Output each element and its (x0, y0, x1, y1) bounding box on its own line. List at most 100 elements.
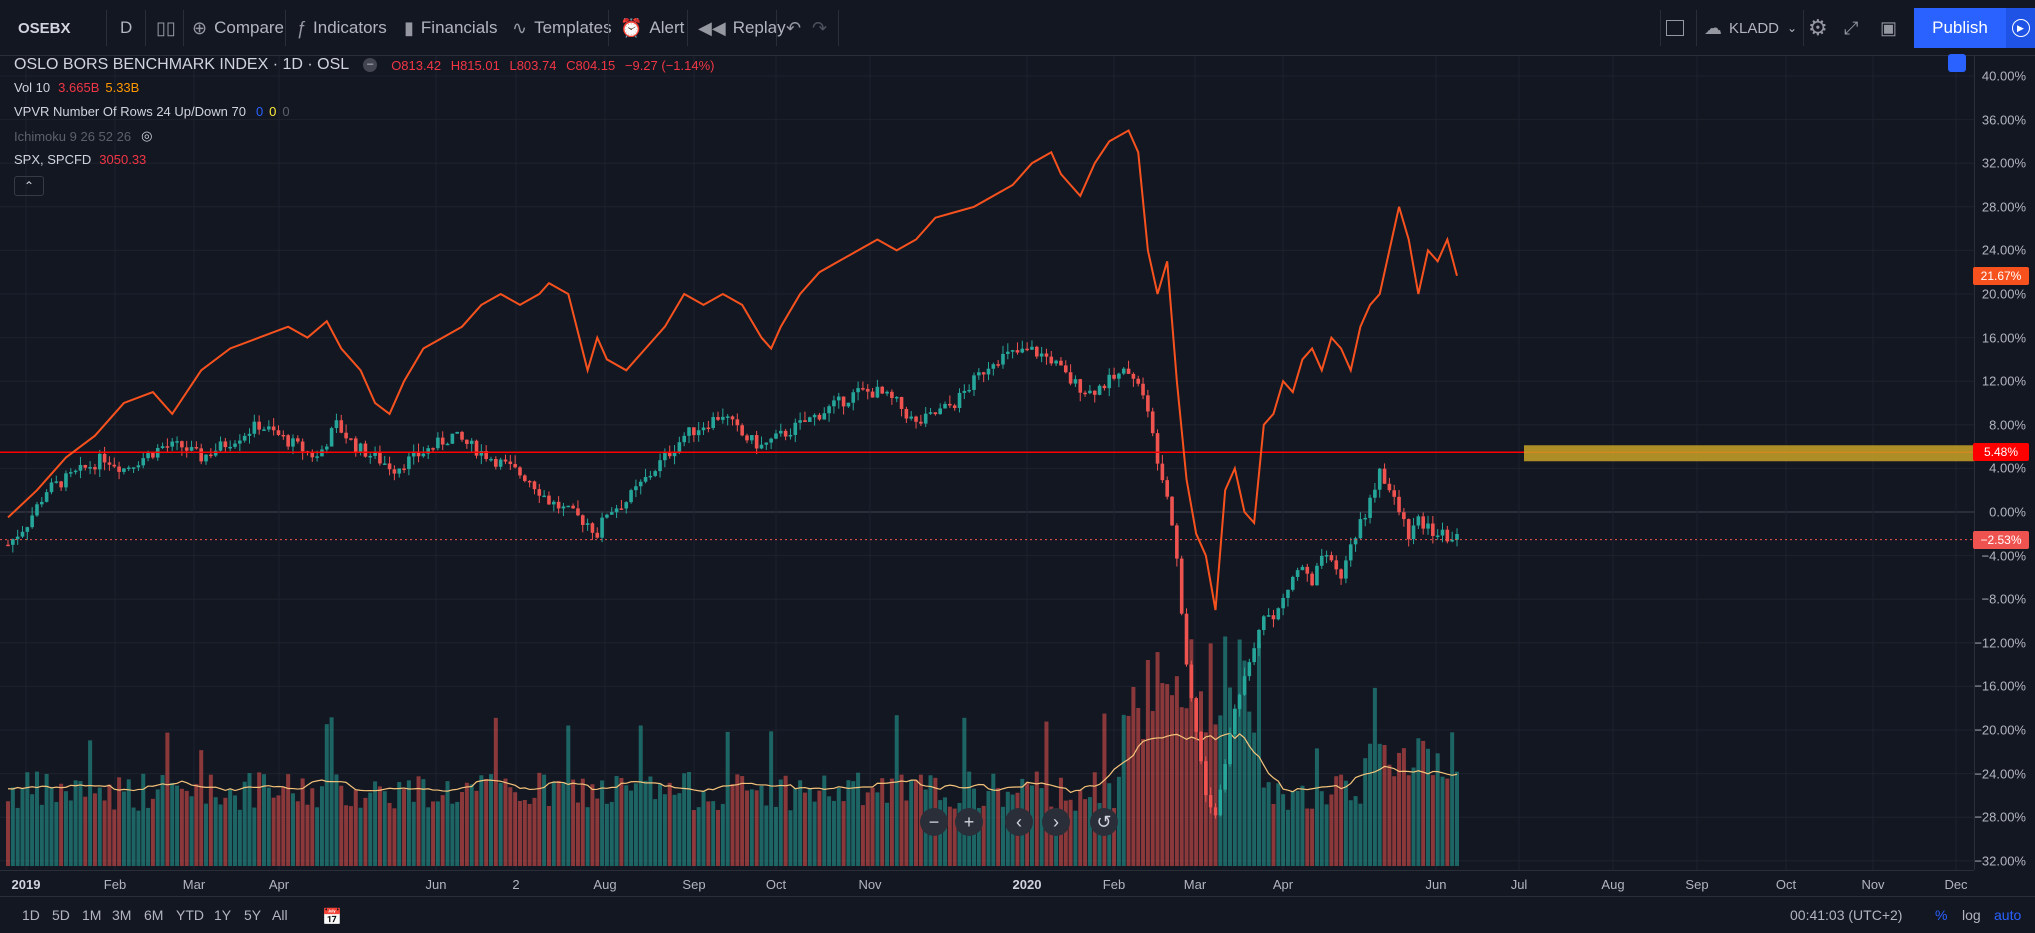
volume-bar (1276, 783, 1281, 866)
candle-body (812, 414, 817, 418)
fullscreen-button[interactable]: ⤢ (1844, 8, 1865, 48)
range-button[interactable]: 6M (144, 907, 164, 923)
range-button[interactable]: 1M (82, 907, 102, 923)
volume-bar (1305, 808, 1310, 866)
range-button[interactable]: 3M (112, 907, 132, 923)
undo-icon: ↶ (786, 17, 802, 38)
undo-button[interactable]: ↶ (786, 8, 808, 48)
candle-body (783, 430, 788, 437)
spx-legend[interactable]: SPX, SPCFD 3050.33 (14, 152, 146, 167)
candle-body (957, 392, 962, 408)
volume-bar (1392, 776, 1397, 866)
candle-body (421, 453, 426, 457)
candle-body (1044, 353, 1049, 357)
candle-body (706, 427, 711, 430)
candle-body (880, 386, 885, 394)
candle-body (170, 441, 175, 447)
range-button[interactable]: 1D (22, 907, 40, 923)
date-range-icon[interactable]: 📅 (322, 909, 342, 926)
candle-body (204, 454, 208, 462)
scroll-left-button[interactable]: ‹ (1005, 808, 1033, 836)
candle-body (1252, 648, 1256, 663)
range-button[interactable]: YTD (176, 907, 204, 923)
volume-bar (513, 792, 518, 866)
vpvr-legend[interactable]: VPVR Number Of Rows 24 Up/Down 70 0 0 0 (14, 104, 290, 119)
range-button[interactable]: 1Y (214, 907, 232, 923)
candle-body (658, 460, 662, 472)
main-series-legend[interactable]: OSLO BORS BENCHMARK INDEX · 1D · OSL – O… (14, 56, 721, 74)
volume-bar (266, 787, 271, 866)
select-layout-button[interactable] (1666, 8, 1684, 48)
ichimoku-legend[interactable]: Ichimoku 9 26 52 26 ◎ (14, 128, 152, 144)
candle-body (1150, 411, 1155, 434)
chart-type-button[interactable]: ▯▯ (156, 8, 183, 48)
range-button[interactable]: 5Y (244, 907, 262, 923)
log-scale-toggle[interactable]: log (1962, 907, 1981, 923)
candle-body (798, 420, 802, 423)
candle-body (165, 446, 170, 448)
volume-bar (1266, 782, 1271, 866)
reset-chart-button[interactable]: ↺ (1090, 808, 1118, 836)
ichimoku-label: Ichimoku 9 26 52 26 (14, 128, 132, 144)
percent-scale-toggle[interactable]: % (1935, 907, 1948, 923)
price-chart[interactable] (0, 56, 1974, 870)
replay-label: Replay (732, 18, 786, 37)
candle-body (392, 469, 397, 474)
candle-body (180, 441, 184, 448)
volume-bar (865, 792, 870, 866)
camera-icon: ▣ (1880, 17, 1898, 38)
range-button[interactable]: All (272, 907, 288, 923)
financials-button[interactable]: ▮ Financials (404, 8, 497, 48)
x-tick-label: 2019 (11, 877, 41, 892)
candle-body (68, 472, 73, 474)
candle-body (740, 425, 744, 436)
candle-body (431, 448, 435, 450)
settings-button[interactable]: ⚙ (1808, 8, 1835, 48)
zoom-out-button[interactable]: − (920, 808, 948, 836)
publish-button[interactable]: Publish (1914, 8, 2006, 48)
candle-body (1083, 392, 1087, 395)
range-button[interactable]: 5D (52, 907, 70, 923)
alert-button[interactable]: ⏰ Alert (620, 8, 684, 48)
auto-scale-toggle[interactable]: auto (1994, 907, 2022, 923)
candle-body (1368, 497, 1372, 518)
templates-button[interactable]: ∿ Templates (512, 8, 612, 48)
fullscreen-icon: ⤢ (1844, 17, 1859, 38)
volume-bar (382, 791, 387, 866)
interval-button[interactable]: D (120, 18, 133, 37)
snapshot-button[interactable]: ▣ (1880, 8, 1904, 48)
symbol-search-button[interactable]: OSEBX (18, 19, 71, 37)
clock-display[interactable]: 00:41:03 (UTC+2) (1790, 907, 1903, 923)
volume-bar (1145, 660, 1150, 866)
replay-button[interactable]: ◀◀ Replay (698, 8, 786, 48)
volume-bar (595, 798, 600, 866)
object-tree-icon[interactable] (1948, 54, 1966, 72)
play-circle-button[interactable]: ▶ (2006, 8, 2035, 48)
scroll-right-button[interactable]: › (1042, 808, 1070, 836)
eye-hidden-icon[interactable]: ◎ (141, 128, 153, 143)
candle-body (189, 447, 194, 451)
candle-body (349, 438, 353, 440)
zoom-in-button[interactable]: + (955, 808, 983, 836)
candle-body (1146, 395, 1150, 412)
save-layout-button[interactable]: ☁ KLADD ⌄ (1704, 8, 1797, 48)
redo-button[interactable]: ↷ (812, 8, 834, 48)
collapse-legend-button[interactable]: ⌃ (14, 176, 44, 196)
divider (687, 10, 688, 46)
candle-body (88, 467, 92, 469)
price-scale[interactable]: 40.00% 36.00% 32.00% 28.00% 24.00% 20.00% 16.0… (1974, 56, 2035, 870)
indicators-button[interactable]: ƒ Indicators (296, 8, 387, 48)
volume-bar (624, 785, 629, 866)
volume-bar (590, 784, 595, 866)
candle-body (416, 451, 421, 457)
candle-body (1088, 390, 1092, 394)
time-scale[interactable]: 2019 Feb Mar Apr Jun 2 Aug Sep Oct Nov 2020 Feb Mar A… (0, 870, 1974, 895)
hide-series-icon[interactable]: – (363, 58, 378, 72)
volume-bar (295, 801, 300, 866)
volume-bar (1416, 738, 1421, 866)
volume-legend[interactable]: Vol 10 3.665B 5.33B (14, 80, 139, 95)
candle-body (445, 443, 450, 446)
compare-button[interactable]: ⊕ Compare (192, 8, 284, 48)
divider (1660, 10, 1661, 46)
candle-body (1121, 368, 1126, 374)
